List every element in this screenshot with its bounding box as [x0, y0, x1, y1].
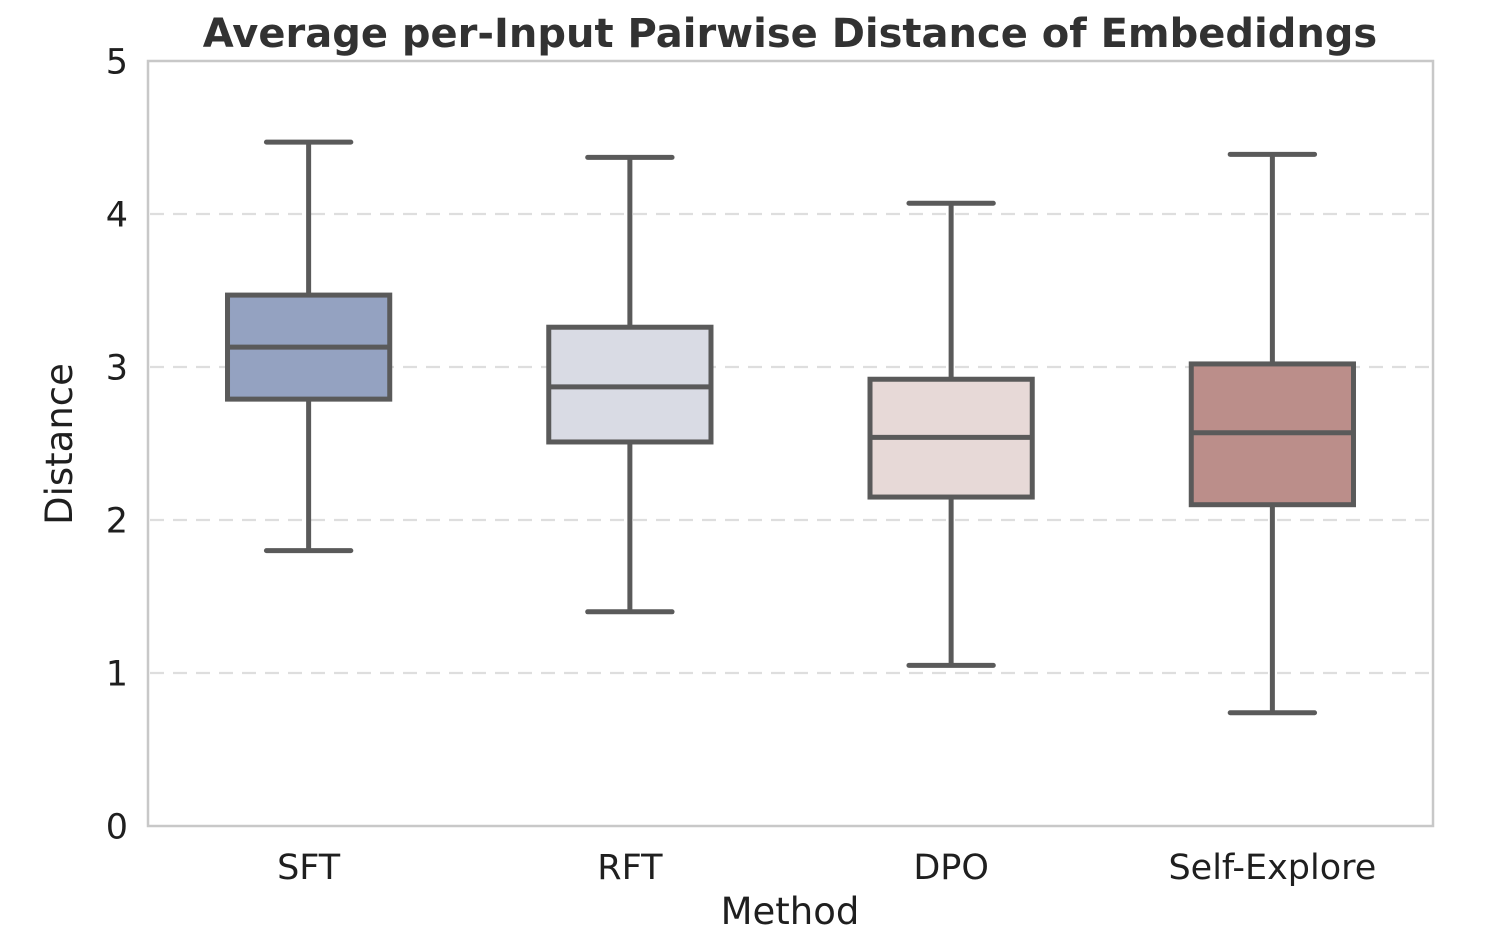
tick-layer: 0 1 2 3 4 5 SFT RFT DPO Self-Explore — [106, 42, 1377, 888]
box-layer — [225, 139, 1356, 716]
y-axis-label: Distance — [38, 363, 81, 525]
boxplot-SFT — [225, 139, 393, 554]
plot-border — [146, 59, 1435, 828]
y-tick-label-2: 2 — [106, 501, 128, 541]
boxplot-DPO — [867, 200, 1035, 668]
y-tick-label-1: 1 — [106, 654, 128, 694]
y-tick-label-3: 3 — [106, 348, 128, 388]
boxplot-Self-Explore — [1188, 151, 1356, 716]
y-tick-label-4: 4 — [106, 195, 128, 235]
chart-title: Average per-Input Pairwise Distance of E… — [203, 11, 1378, 57]
y-tick-label-0: 0 — [106, 807, 128, 847]
x-tick-label-DPO: DPO — [913, 848, 989, 888]
x-tick-label-SFT: SFT — [277, 848, 341, 888]
plot-border-rect — [146, 59, 1435, 828]
x-tick-label-RFT: RFT — [597, 848, 663, 888]
y-tick-label-5: 5 — [106, 42, 128, 82]
x-tick-label-Self-Explore: Self-Explore — [1168, 848, 1376, 888]
boxplot-RFT — [546, 154, 714, 615]
x-axis-label: Method — [721, 890, 860, 933]
